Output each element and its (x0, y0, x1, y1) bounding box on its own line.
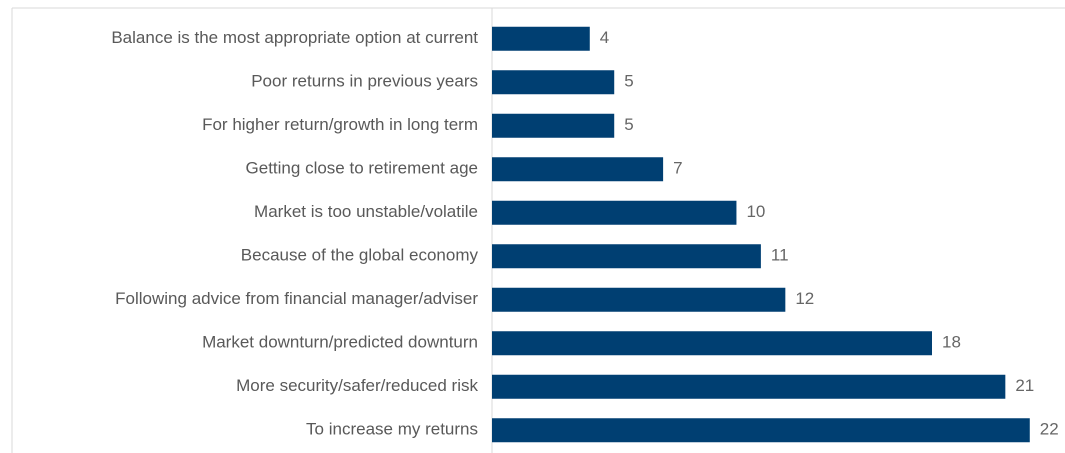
value-label: 12 (795, 289, 814, 308)
value-label: 5 (624, 72, 633, 91)
bar (492, 331, 932, 356)
y-tick-label: Balance is the most appropriate option a… (111, 28, 478, 47)
bar (492, 200, 737, 225)
bar (492, 374, 1006, 399)
value-label: 22 (1040, 420, 1059, 439)
bar (492, 287, 786, 312)
bar (492, 70, 615, 95)
bar (492, 113, 615, 138)
value-label: 4 (600, 28, 609, 47)
value-label: 10 (746, 202, 765, 221)
bar (492, 157, 664, 182)
y-tick-label: Because of the global economy (241, 246, 479, 265)
y-tick-label: To increase my returns (306, 420, 478, 439)
value-label: 11 (771, 246, 789, 265)
y-tick-label: More security/safer/reduced risk (236, 376, 478, 395)
y-tick-label: Market downturn/predicted downturn (202, 333, 478, 352)
value-label: 18 (942, 333, 961, 352)
y-tick-label: Getting close to retirement age (246, 159, 478, 178)
y-tick-label: Market is too unstable/volatile (254, 202, 478, 221)
value-label: 21 (1015, 376, 1034, 395)
bar (492, 244, 761, 269)
bar (492, 26, 590, 51)
value-label: 5 (624, 115, 633, 134)
value-label: 7 (673, 159, 682, 178)
bar (492, 418, 1030, 443)
y-tick-label: Poor returns in previous years (251, 72, 478, 91)
y-tick-label: Following advice from financial manager/… (115, 289, 478, 308)
y-tick-label: For higher return/growth in long term (202, 115, 478, 134)
